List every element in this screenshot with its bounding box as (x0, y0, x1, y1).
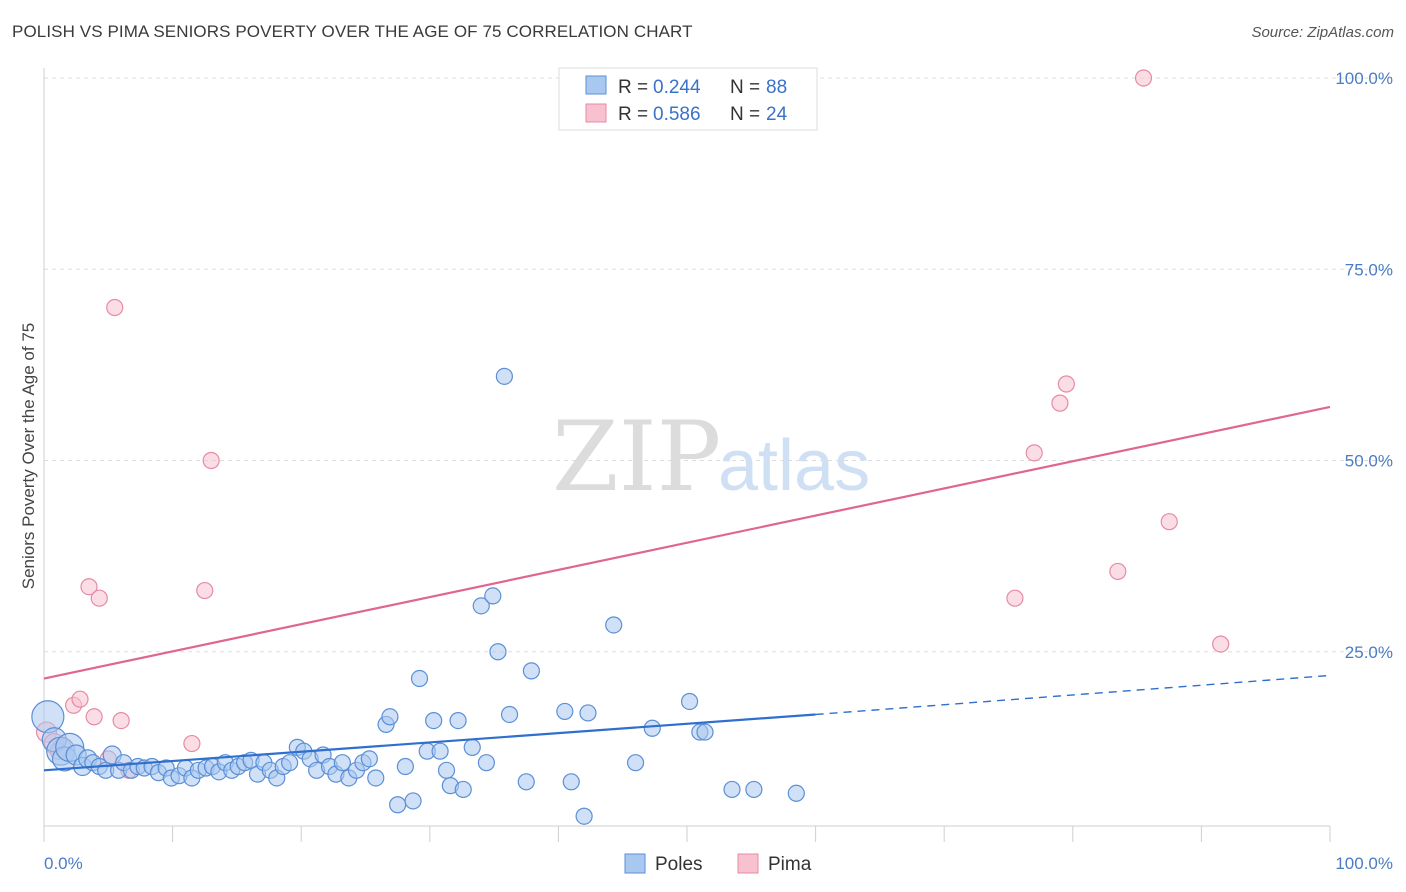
pima-point (202, 451, 220, 470)
y-tick-label: 50.0% (1345, 452, 1393, 471)
pima-point (1212, 635, 1230, 653)
legend-pima-r-value: 0.586 (653, 104, 701, 125)
pima-point (1051, 394, 1069, 412)
legend-pima-r-label: R = (618, 104, 648, 125)
poles-point (454, 780, 472, 799)
y-tick-labels: 25.0% 50.0% 75.0% 100.0% (1335, 69, 1393, 662)
trend-lines (43, 405, 1331, 772)
watermark-zip: ZIP (552, 401, 721, 513)
poles-point (495, 367, 513, 385)
legend-poles-r-value: 0.244 (653, 77, 701, 98)
legend-poles-r-label: R = (618, 77, 648, 98)
poles-point (431, 742, 449, 760)
poles-point (410, 669, 429, 688)
watermark-atlas: atlas (718, 426, 870, 506)
grid-lines (44, 77, 1393, 653)
legend-poles-swatch (585, 75, 607, 95)
pima-point (183, 734, 201, 753)
pima-point (80, 578, 98, 596)
poles-point (605, 616, 623, 634)
x-tick-label-max: 100.0% (1335, 854, 1393, 873)
bottom-legend-poles-swatch (624, 853, 646, 874)
poles-point (500, 705, 519, 724)
source-label: Source: ZipAtlas.com (1251, 24, 1394, 41)
pima-point (85, 708, 103, 726)
poles-point (745, 780, 763, 799)
x-ticks (43, 826, 1331, 842)
poles-point (696, 723, 714, 741)
y-tick-label: 100.0% (1335, 69, 1393, 88)
chart-title: POLISH VS PIMA SENIORS POVERTY OVER THE … (12, 22, 693, 41)
poles-point (404, 792, 422, 810)
pima-point (71, 690, 89, 708)
poles-point (333, 754, 351, 772)
poles-point (556, 702, 574, 721)
pima-point (1025, 444, 1043, 462)
pima-point (196, 581, 214, 600)
poles-point (396, 757, 414, 776)
pima-point (1134, 69, 1153, 87)
watermark: ZIP atlas (552, 401, 870, 513)
legend-box: R = 0.244 N = 88 R = 0.586 N = 24 (558, 67, 818, 131)
poles-point (367, 769, 385, 787)
poles-trend-extension (815, 674, 1331, 716)
bottom-legend: Poles Pima (624, 853, 812, 875)
legend-pima-swatch (585, 103, 607, 123)
pima-point (1109, 562, 1127, 581)
poles-point (579, 704, 597, 722)
poles-point (425, 711, 443, 730)
pima-point (1160, 513, 1178, 531)
poles-point (489, 643, 507, 661)
poles-point (381, 708, 399, 726)
poles-point (31, 700, 65, 734)
y-tick-label: 75.0% (1345, 260, 1393, 279)
bottom-legend-pima-label: Pima (768, 854, 812, 875)
poles-point (522, 662, 540, 680)
y-tick-label: 25.0% (1345, 643, 1393, 662)
poles-point (463, 738, 481, 756)
legend-pima-n-label: N = (730, 104, 760, 125)
legend-poles-n-label: N = (730, 77, 760, 98)
x-tick-label-min: 0.0% (44, 854, 83, 873)
pima-point (90, 589, 108, 607)
poles-point (472, 597, 490, 615)
poles-point (643, 719, 661, 737)
poles-point (517, 773, 535, 791)
poles-point (626, 754, 645, 772)
pima-point (1057, 375, 1075, 393)
poles-point (484, 587, 502, 605)
poles-trend-line (43, 713, 816, 772)
poles-point (389, 796, 407, 814)
pima-point (1006, 589, 1024, 607)
bottom-legend-pima-swatch (737, 853, 759, 874)
poles-point (562, 773, 580, 791)
bottom-legend-poles-label: Poles (655, 854, 703, 875)
poles-point (281, 754, 299, 772)
poles-point (575, 807, 593, 825)
poles-point (787, 784, 805, 802)
poles-point (437, 761, 456, 779)
pima-point (112, 711, 130, 730)
poles-point (449, 711, 467, 730)
pima-point (106, 298, 124, 317)
legend-pima-n-value: 24 (766, 104, 788, 125)
poles-point (680, 692, 699, 711)
pima-trend-line (43, 405, 1331, 680)
y-axis-label: Seniors Poverty Over the Age of 75 (19, 323, 38, 589)
legend-poles-n-value: 88 (766, 77, 787, 98)
poles-point (360, 750, 378, 768)
poles-point (723, 780, 741, 799)
poles-point (477, 754, 495, 772)
